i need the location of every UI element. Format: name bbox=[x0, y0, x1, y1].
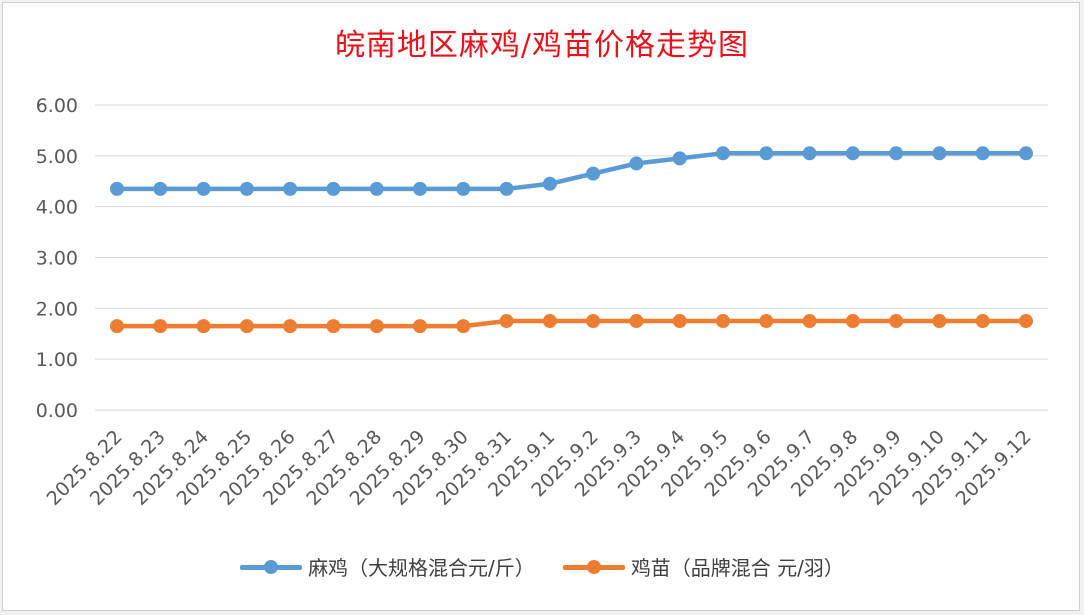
y-tick-label: 4.00 bbox=[36, 197, 78, 219]
legend-marker-series-2 bbox=[562, 555, 625, 579]
legend-item-series-1: 麻鸡（大规格混合元/斤） bbox=[240, 552, 535, 581]
legend-label-series-1: 麻鸡（大规格混合元/斤） bbox=[308, 556, 535, 580]
data-point-series-1 bbox=[759, 146, 774, 161]
legend-label-series-2: 鸡苗（品牌混合 元/羽） bbox=[630, 556, 844, 580]
y-tick-label: 1.00 bbox=[36, 349, 78, 371]
data-point-series-2 bbox=[499, 314, 514, 329]
data-point-series-1 bbox=[413, 181, 427, 196]
data-point-series-1 bbox=[672, 151, 687, 166]
series-line-1 bbox=[114, 151, 1029, 192]
data-point-series-1 bbox=[196, 181, 211, 196]
data-point-series-2 bbox=[629, 314, 644, 329]
data-point-series-2 bbox=[716, 314, 730, 329]
data-point-series-2 bbox=[196, 319, 211, 334]
data-point-series-1 bbox=[802, 146, 817, 161]
data-point-series-1 bbox=[110, 181, 124, 196]
data-point-series-2 bbox=[283, 319, 298, 334]
data-point-series-2 bbox=[889, 314, 904, 329]
y-tick-label: 5.00 bbox=[36, 146, 78, 168]
data-point-series-2 bbox=[845, 314, 860, 329]
data-point-series-1 bbox=[932, 146, 947, 161]
data-point-series-1 bbox=[629, 156, 644, 171]
data-point-series-2 bbox=[586, 314, 601, 329]
y-tick-label: 6.00 bbox=[36, 95, 78, 117]
chart-title: 皖南地区麻鸡/鸡苗价格走势图 bbox=[334, 28, 750, 63]
data-point-series-1 bbox=[586, 166, 601, 181]
data-point-series-1 bbox=[239, 181, 254, 196]
data-point-series-2 bbox=[413, 319, 427, 334]
legend: 麻鸡（大规格混合元/斤） 鸡苗（品牌混合 元/羽） bbox=[0, 552, 1084, 581]
data-point-series-1 bbox=[369, 181, 384, 196]
data-point-series-2 bbox=[802, 314, 817, 329]
data-point-series-2 bbox=[542, 314, 557, 329]
data-point-series-1 bbox=[499, 181, 514, 196]
data-point-series-2 bbox=[759, 314, 774, 329]
legend-marker-series-1 bbox=[240, 555, 303, 579]
data-point-series-2 bbox=[975, 314, 990, 329]
data-point-series-2 bbox=[239, 319, 254, 334]
data-point-series-1 bbox=[975, 146, 990, 161]
data-point-series-1 bbox=[889, 146, 904, 161]
data-point-series-2 bbox=[672, 314, 687, 329]
data-point-series-2 bbox=[110, 319, 124, 334]
data-point-series-2 bbox=[153, 319, 168, 334]
y-tick-label: 2.00 bbox=[36, 298, 78, 320]
data-point-series-2 bbox=[456, 319, 471, 334]
data-point-series-2 bbox=[932, 314, 947, 329]
data-point-series-1 bbox=[326, 181, 341, 196]
data-point-series-1 bbox=[542, 176, 557, 191]
data-point-series-2 bbox=[369, 319, 384, 334]
data-point-series-1 bbox=[456, 181, 471, 196]
data-point-series-1 bbox=[153, 181, 168, 196]
data-point-series-1 bbox=[1019, 146, 1033, 161]
y-tick-label: 0.00 bbox=[36, 400, 78, 422]
data-point-series-1 bbox=[845, 146, 860, 161]
y-tick-label: 3.00 bbox=[36, 248, 78, 270]
legend-item-series-2: 鸡苗（品牌混合 元/羽） bbox=[562, 552, 844, 581]
data-point-series-1 bbox=[716, 146, 730, 161]
data-point-series-1 bbox=[283, 181, 298, 196]
data-point-series-2 bbox=[326, 319, 341, 334]
series-line-2 bbox=[114, 318, 1029, 329]
data-point-series-2 bbox=[1019, 314, 1033, 329]
